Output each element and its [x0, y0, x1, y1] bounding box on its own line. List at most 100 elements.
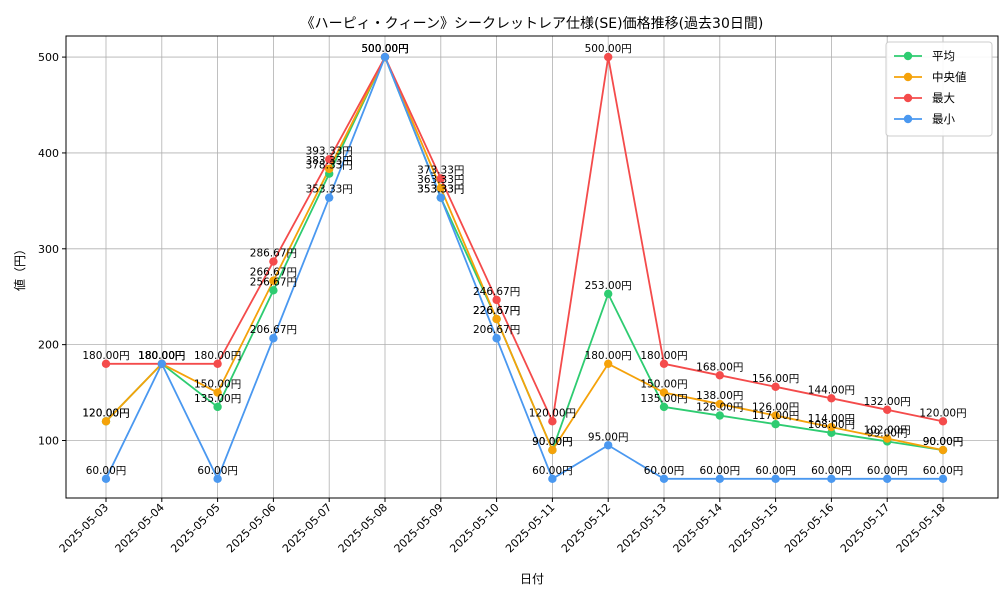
- y-axis-ticks: 100 200 300 400 500: [38, 51, 66, 447]
- data-point-s2-2025-05-18: [938, 417, 948, 426]
- data-label-s2-2025-05-08: 500.00円: [361, 43, 408, 55]
- data-label-s1-2025-05-11: 90.00円: [532, 436, 573, 448]
- data-label-s2-2025-05-16: 144.00円: [808, 384, 855, 396]
- data-label-s1-2025-05-04: 180.00円: [138, 350, 185, 362]
- data-point-s1-2025-05-14: [715, 399, 724, 409]
- data-point-s2-2025-05-09: [436, 174, 445, 183]
- x-tick-label-2025-05-03: 2025-05-03: [57, 501, 111, 555]
- data-point-s3-2025-05-05: [213, 474, 222, 484]
- data-point-s1-2025-05-12: [604, 359, 613, 369]
- x-axis-label: 日付: [520, 572, 544, 586]
- legend-marker-1: [903, 72, 913, 82]
- y-tick-label: 200: [38, 339, 59, 352]
- x-tick-label-2025-05-14: 2025-05-14: [671, 501, 725, 555]
- data-point-s3-2025-05-13: [659, 474, 669, 484]
- data-point-s2-2025-05-14: [715, 371, 724, 380]
- legend-label-1: 中央値: [932, 70, 967, 84]
- data-point-s1-2025-05-10: [492, 314, 501, 324]
- x-tick-label-2025-05-09: 2025-05-09: [392, 501, 446, 555]
- data-label-s2-2025-05-09: 373.33円: [417, 165, 464, 177]
- data-label-s3-2025-05-17: 60.00円: [867, 465, 908, 477]
- x-axis-ticks: 2025-05-03 2025-05-04 2025-05-05 2025-05-06…: [57, 498, 948, 555]
- data-point-s1-2025-05-15: [771, 411, 780, 420]
- data-point-s1-2025-05-05: [213, 388, 222, 397]
- data-point-s3-2025-05-10: [492, 334, 501, 343]
- data-label-s3-2025-05-08: 500.00円: [361, 43, 408, 55]
- x-tick-label-2025-05-17: 2025-05-17: [838, 501, 892, 555]
- y-tick-label: 500: [38, 51, 59, 64]
- x-tick-label-2025-05-07: 2025-05-07: [280, 501, 334, 555]
- data-label-s0-2025-05-15: 117.00円: [752, 410, 799, 422]
- data-label-s2-2025-05-03: 180.00円: [82, 350, 129, 362]
- data-label-s2-2025-05-11: 120.00円: [529, 407, 576, 419]
- legend-box: [885, 41, 993, 137]
- data-point-s3-2025-05-15: [771, 474, 780, 484]
- legend-label-3: 最小: [932, 112, 955, 126]
- data-label-s3-2025-05-03: 60.00円: [86, 465, 127, 477]
- legend-marker-2: [903, 93, 913, 103]
- data-label-s3-2025-05-16: 60.00円: [811, 465, 852, 477]
- data-point-s2-2025-05-03: [101, 359, 111, 369]
- x-tick-label-2025-05-04: 2025-05-04: [113, 501, 167, 555]
- data-point-s3-2025-05-16: [827, 474, 836, 484]
- data-point-s1-2025-05-06: [269, 276, 278, 285]
- data-point-s3-2025-05-09: [436, 193, 445, 202]
- data-label-s0-2025-05-14: 126.00円: [696, 402, 743, 414]
- data-point-s0-2025-05-12: [604, 289, 613, 299]
- data-label-s1-2025-05-06: 266.67円: [250, 267, 297, 279]
- data-label-s1-2025-05-05: 150.00円: [194, 379, 241, 391]
- series-lines: [105, 56, 944, 480]
- data-label-s1-2025-05-12: 180.00円: [585, 350, 632, 362]
- x-tick-label-2025-05-18: 2025-05-18: [894, 501, 948, 555]
- y-tick-label: 100: [38, 434, 59, 447]
- data-point-s3-2025-05-07: [325, 193, 334, 202]
- data-label-s0-2025-05-17: 99.00円: [867, 427, 908, 439]
- y-tick-label: 300: [38, 243, 59, 256]
- x-tick-label-2025-05-15: 2025-05-15: [726, 501, 780, 555]
- data-point-s0-2025-05-05: [213, 402, 222, 412]
- data-label-s3-2025-05-09: 353.33円: [417, 184, 464, 196]
- data-label-s2-2025-05-18: 120.00円: [919, 407, 966, 419]
- data-label-s2-2025-05-06: 286.67円: [250, 248, 297, 260]
- data-label-s2-2025-05-13: 180.00円: [640, 350, 687, 362]
- data-label-s0-2025-05-11: 90.00円: [532, 436, 573, 448]
- data-point-s1-2025-05-16: [827, 422, 836, 432]
- data-point-s2-2025-05-10: [492, 295, 501, 305]
- data-label-s0-2025-05-16: 108.00円: [808, 419, 855, 431]
- data-label-s1-2025-05-03: 120.00円: [82, 407, 129, 419]
- plot-area-frame: [65, 35, 999, 499]
- data-label-s3-2025-05-11: 60.00円: [532, 465, 573, 477]
- data-label-s0-2025-05-05: 135.00円: [194, 393, 241, 405]
- series-line-3: [105, 56, 943, 480]
- data-label-s1-2025-05-10: 226.67円: [473, 305, 520, 317]
- data-label-s0-2025-05-09: 353.33円: [417, 184, 464, 196]
- data-point-s3-2025-05-18: [938, 474, 948, 484]
- data-point-s3-2025-05-04: [157, 359, 166, 369]
- data-label-s2-2025-05-07: 393.33円: [306, 145, 353, 157]
- series-points: [101, 52, 948, 484]
- y-tick-label: 400: [38, 147, 59, 160]
- legend-marker-3: [903, 114, 913, 124]
- data-label-s1-2025-05-15: 126.00円: [752, 402, 799, 414]
- data-label-s3-2025-05-10: 206.67円: [473, 324, 520, 336]
- data-point-s3-2025-05-06: [269, 334, 278, 343]
- x-tick-label-2025-05-12: 2025-05-12: [559, 501, 613, 555]
- x-tick-label-2025-05-13: 2025-05-13: [615, 501, 669, 555]
- x-tick-label-2025-05-06: 2025-05-06: [224, 501, 278, 555]
- series-line-1: [105, 56, 944, 451]
- data-label-s2-2025-05-05: 180.00円: [194, 350, 241, 362]
- data-labels: 120.00円 180.00円 135.00円 256.67円 378.33円 500.0…: [82, 43, 966, 477]
- legend-label-2: 最大: [932, 91, 955, 105]
- x-tick-label-2025-05-10: 2025-05-10: [447, 501, 501, 555]
- data-label-s3-2025-05-14: 60.00円: [700, 465, 741, 477]
- data-label-s1-2025-05-17: 102.00円: [864, 425, 911, 437]
- data-label-s3-2025-05-13: 60.00円: [644, 465, 685, 477]
- data-label-s0-2025-05-07: 378.33円: [306, 160, 353, 172]
- data-label-s0-2025-05-03: 120.00円: [82, 407, 129, 419]
- data-label-s3-2025-05-05: 60.00円: [197, 465, 238, 477]
- data-point-s1-2025-05-13: [659, 388, 669, 397]
- legend-label-0: 平均: [932, 49, 955, 63]
- data-label-s3-2025-05-04: 180.00円: [138, 350, 185, 362]
- data-point-s1-2025-05-09: [436, 183, 445, 193]
